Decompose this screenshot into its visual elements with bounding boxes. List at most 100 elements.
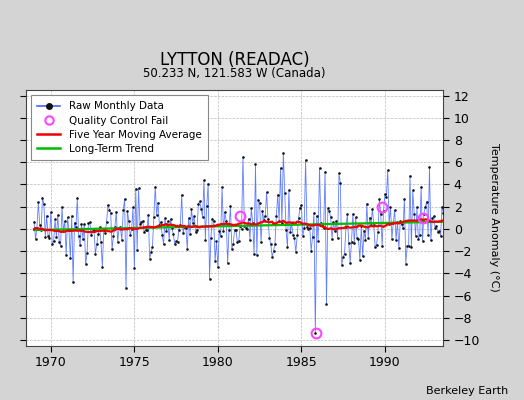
Point bbox=[69, 279, 78, 286]
Point bbox=[51, 216, 59, 222]
Point bbox=[341, 250, 349, 257]
Legend: Raw Monthly Data, Quality Control Fail, Five Year Moving Average, Long-Term Tren: Raw Monthly Data, Quality Control Fail, … bbox=[31, 95, 208, 160]
Point bbox=[77, 220, 85, 227]
Point bbox=[305, 224, 314, 231]
Point bbox=[49, 238, 58, 244]
Point bbox=[201, 237, 210, 243]
Point bbox=[138, 218, 147, 224]
Point bbox=[180, 224, 189, 230]
Point bbox=[162, 228, 171, 234]
Point bbox=[320, 225, 328, 231]
Point bbox=[289, 232, 297, 238]
Point bbox=[110, 232, 118, 239]
Point bbox=[68, 213, 76, 219]
Point bbox=[247, 205, 256, 211]
Point bbox=[328, 235, 336, 242]
Point bbox=[81, 261, 90, 268]
Point bbox=[373, 242, 381, 248]
Point bbox=[411, 233, 420, 239]
Point bbox=[326, 214, 335, 220]
Point bbox=[44, 232, 52, 239]
Point bbox=[367, 222, 375, 228]
Point bbox=[100, 227, 108, 233]
Point bbox=[378, 243, 386, 250]
Point bbox=[57, 242, 65, 249]
Point bbox=[301, 157, 310, 163]
Point bbox=[235, 237, 243, 244]
Point bbox=[296, 204, 304, 211]
Point bbox=[384, 167, 392, 173]
Point bbox=[364, 235, 373, 241]
Point bbox=[324, 205, 332, 212]
Point bbox=[132, 186, 140, 192]
Point bbox=[116, 224, 125, 230]
Point bbox=[140, 229, 148, 235]
Point bbox=[118, 237, 126, 243]
Point bbox=[79, 235, 87, 242]
Point bbox=[307, 248, 315, 254]
Point bbox=[304, 226, 312, 232]
Point bbox=[318, 222, 326, 228]
Point bbox=[282, 227, 290, 234]
Point bbox=[421, 204, 430, 210]
Point bbox=[403, 243, 411, 250]
Point bbox=[227, 246, 236, 252]
Point bbox=[248, 220, 257, 226]
Point bbox=[314, 238, 322, 244]
Point bbox=[358, 253, 367, 260]
Point bbox=[399, 225, 407, 231]
Point bbox=[377, 211, 385, 218]
Point bbox=[223, 260, 232, 266]
Point bbox=[76, 242, 84, 248]
Point bbox=[150, 213, 158, 220]
Point bbox=[148, 244, 157, 250]
Point bbox=[144, 211, 152, 218]
Point bbox=[152, 212, 161, 218]
Point bbox=[244, 215, 253, 222]
Point bbox=[95, 224, 104, 230]
Y-axis label: Temperature Anomaly (°C): Temperature Anomaly (°C) bbox=[488, 144, 498, 292]
Point bbox=[279, 150, 288, 156]
Point bbox=[105, 206, 114, 213]
Point bbox=[154, 200, 162, 206]
Point bbox=[353, 235, 361, 242]
Point bbox=[104, 202, 112, 208]
Point bbox=[42, 213, 51, 219]
Point bbox=[178, 192, 186, 198]
Point bbox=[186, 230, 194, 237]
Point bbox=[267, 241, 275, 248]
Point bbox=[37, 226, 45, 233]
Point bbox=[119, 207, 127, 213]
Point bbox=[66, 255, 74, 262]
Point bbox=[356, 257, 364, 263]
Point bbox=[111, 224, 119, 230]
Title: LYTTON (READAC): LYTTON (READAC) bbox=[160, 51, 309, 69]
Point bbox=[379, 208, 388, 214]
Point bbox=[336, 180, 345, 187]
Point bbox=[333, 235, 342, 242]
Point bbox=[101, 230, 110, 236]
Point bbox=[102, 219, 111, 226]
Point bbox=[369, 222, 378, 228]
Point bbox=[436, 233, 445, 239]
Point bbox=[416, 232, 424, 239]
Point bbox=[276, 164, 285, 171]
Point bbox=[332, 218, 341, 224]
Point bbox=[84, 220, 93, 226]
Point bbox=[122, 284, 130, 291]
Point bbox=[90, 227, 98, 233]
Point bbox=[257, 239, 265, 245]
Point bbox=[233, 239, 242, 246]
Text: 50.233 N, 121.583 W (Canada): 50.233 N, 121.583 W (Canada) bbox=[144, 67, 326, 80]
Point bbox=[252, 161, 260, 168]
Point bbox=[179, 230, 187, 236]
Point bbox=[190, 213, 199, 220]
Point bbox=[325, 208, 333, 214]
Point bbox=[286, 229, 294, 236]
Point bbox=[193, 226, 201, 233]
Point bbox=[430, 213, 438, 220]
Point bbox=[280, 190, 289, 196]
Point bbox=[439, 209, 447, 216]
Point bbox=[329, 219, 337, 226]
Point bbox=[346, 260, 354, 266]
